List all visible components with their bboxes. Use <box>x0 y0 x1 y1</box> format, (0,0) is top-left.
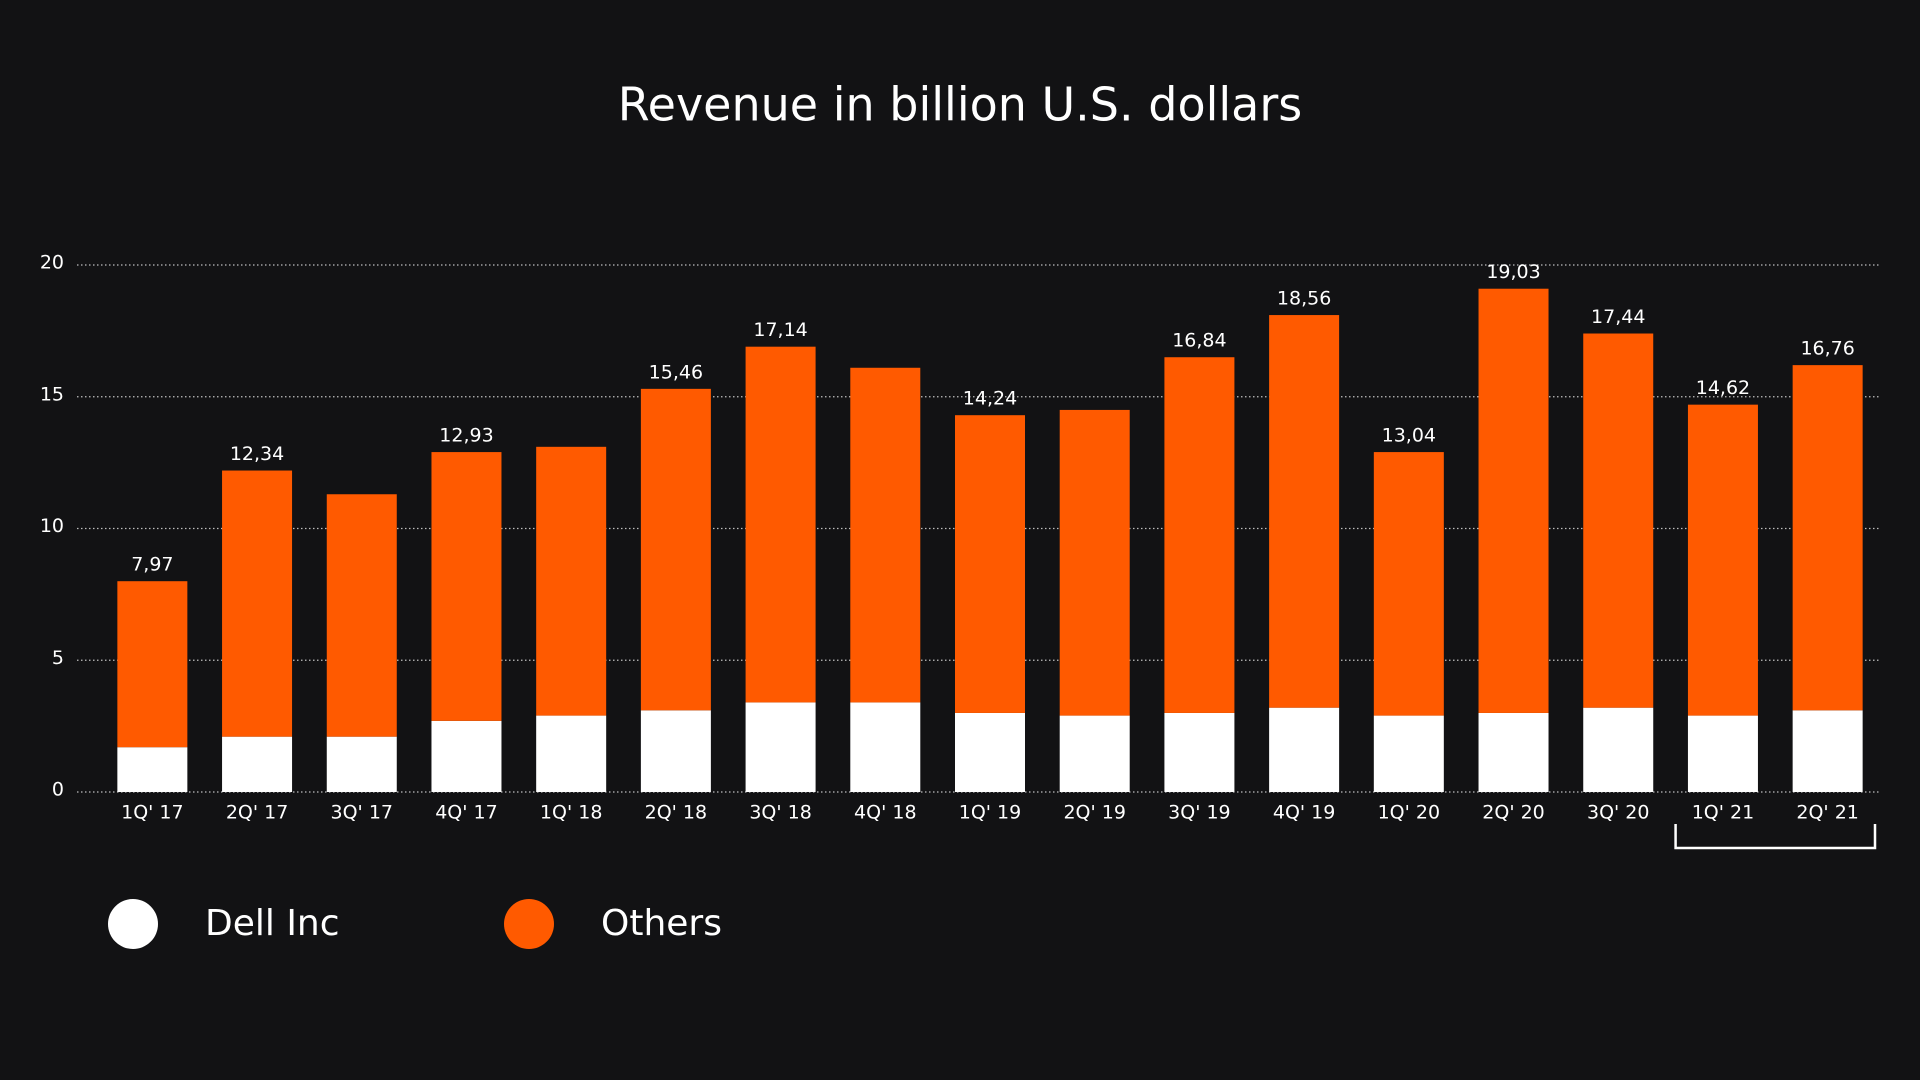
x-tick-label: 3Q' 17 <box>331 802 393 824</box>
bar-segment <box>1687 715 1758 792</box>
bar-segment <box>1583 707 1654 792</box>
x-tick-label: 4Q' 17 <box>435 802 497 824</box>
total-label: 16,84 <box>1172 330 1226 352</box>
y-tick-label: 10 <box>40 515 64 537</box>
bar-segment <box>1164 712 1235 792</box>
bar-segment <box>222 470 293 737</box>
bar-segment <box>1164 357 1235 713</box>
bar-segment <box>1583 333 1654 708</box>
legend-marker <box>504 899 554 949</box>
bracket <box>1674 824 1877 850</box>
total-label: 13,04 <box>1382 425 1436 447</box>
bar-segment <box>850 367 921 703</box>
total-label: 16,76 <box>1800 338 1854 360</box>
bar-segment <box>536 446 607 716</box>
legend-label: Others <box>601 903 722 944</box>
bar-segment <box>1059 409 1130 716</box>
x-tick-label: 1Q' 17 <box>121 802 183 824</box>
x-tick-label: 1Q' 21 <box>1692 802 1754 824</box>
bar-segment <box>117 747 188 792</box>
bar-segment <box>640 388 711 711</box>
total-label: 14,62 <box>1696 377 1750 399</box>
total-label: 12,93 <box>439 425 493 447</box>
bar-segment <box>1478 712 1549 792</box>
bar-segment <box>745 702 816 792</box>
bar-segment <box>955 415 1025 713</box>
total-label: 14,24 <box>963 388 1017 410</box>
total-label: 17,14 <box>753 319 807 341</box>
x-tick-label: 1Q' 20 <box>1378 802 1440 824</box>
y-tick-label: 20 <box>40 252 64 274</box>
chart-title: Revenue in billion U.S. dollars <box>618 78 1302 132</box>
legend-marker <box>108 899 158 949</box>
bar-segment <box>850 702 921 792</box>
bar-segment <box>1269 315 1340 708</box>
bar-segment <box>640 710 711 792</box>
bar-segment <box>745 346 816 703</box>
total-label: 19,03 <box>1486 261 1540 283</box>
bar-segment <box>326 494 397 737</box>
bar-segment <box>1373 715 1444 792</box>
x-tick-label: 2Q' 18 <box>645 802 707 824</box>
bar-segment <box>1792 710 1863 792</box>
x-tick-label: 2Q' 19 <box>1063 802 1125 824</box>
total-label: 18,56 <box>1277 288 1331 310</box>
x-tick-label: 3Q' 18 <box>749 802 811 824</box>
bar-segment <box>1373 452 1444 716</box>
total-label: 7,97 <box>131 554 173 576</box>
bar-segment <box>1059 715 1130 792</box>
bar-segment <box>1687 404 1758 716</box>
x-tick-label: 4Q' 19 <box>1273 802 1335 824</box>
y-tick-label: 5 <box>52 647 64 669</box>
x-tick-label: 2Q' 20 <box>1482 802 1544 824</box>
y-tick-label: 15 <box>40 383 64 405</box>
x-tick-label: 3Q' 20 <box>1587 802 1649 824</box>
bar-segment <box>431 452 502 721</box>
bar-segment <box>117 581 188 748</box>
bar-segment <box>1269 707 1340 792</box>
x-tick-label: 1Q' 19 <box>959 802 1021 824</box>
y-tick-label: 0 <box>52 779 64 801</box>
bar-segment <box>955 712 1025 792</box>
bar-segment <box>431 720 502 792</box>
x-tick-label: 2Q' 21 <box>1796 802 1858 824</box>
bar-segment <box>222 736 293 792</box>
total-label: 12,34 <box>230 443 284 465</box>
x-tick-label: 3Q' 19 <box>1168 802 1230 824</box>
bar-segment <box>1478 288 1549 713</box>
bar-segment <box>1792 365 1863 711</box>
x-tick-label: 4Q' 18 <box>854 802 916 824</box>
total-label: 15,46 <box>649 361 703 383</box>
legend-label: Dell Inc <box>205 903 340 944</box>
x-tick-label: 1Q' 18 <box>540 802 602 824</box>
total-label: 17,44 <box>1591 306 1645 328</box>
bar-segment <box>536 715 607 792</box>
bar-segment <box>326 736 397 792</box>
x-tick-label: 2Q' 17 <box>226 802 288 824</box>
